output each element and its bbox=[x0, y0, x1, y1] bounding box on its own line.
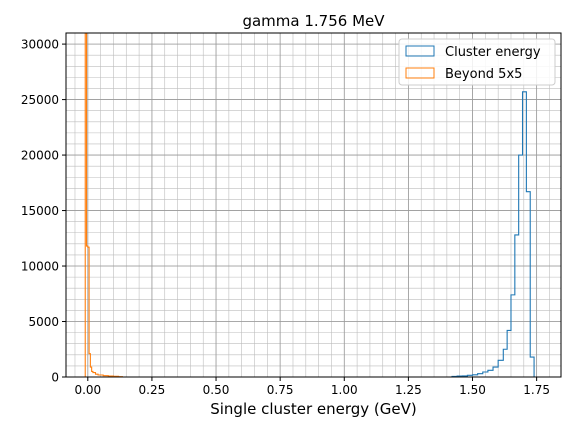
y-tick-label: 5000 bbox=[28, 315, 59, 329]
y-tick-label: 0 bbox=[51, 371, 59, 385]
x-tick-label: 1.75 bbox=[523, 383, 550, 397]
x-tick-label: 1.50 bbox=[459, 383, 486, 397]
legend-box bbox=[398, 38, 556, 86]
series-cluster-energy bbox=[446, 91, 538, 377]
legend-label-cluster-energy: Cluster energy bbox=[445, 45, 541, 60]
y-tick-label: 25000 bbox=[21, 93, 59, 107]
x-tick-label: 0.50 bbox=[203, 383, 230, 397]
y-tick-label: 30000 bbox=[21, 38, 59, 52]
legend: Cluster energy Beyond 5x5 bbox=[398, 38, 556, 86]
y-tick-label: 15000 bbox=[21, 204, 59, 218]
chart-title: gamma 1.756 MeV bbox=[242, 12, 385, 30]
x-axis-label: Single cluster energy (GeV) bbox=[210, 400, 417, 418]
x-tick-label: 1.00 bbox=[331, 383, 358, 397]
histogram-outline-cluster-energy bbox=[446, 91, 538, 377]
series-beyond-5x5 bbox=[84, 33, 123, 377]
x-tick-label: 0.00 bbox=[74, 383, 101, 397]
x-tick-label: 0.75 bbox=[267, 383, 294, 397]
y-tick-label: 20000 bbox=[21, 149, 59, 163]
legend-swatch-cluster-energy bbox=[405, 45, 435, 57]
histogram-outline-beyond-5x5 bbox=[84, 33, 123, 377]
y-tick-label: 10000 bbox=[21, 260, 59, 274]
legend-swatch-beyond-5x5 bbox=[405, 67, 435, 79]
x-tick-label: 1.25 bbox=[395, 383, 422, 397]
legend-label-beyond-5x5: Beyond 5x5 bbox=[445, 67, 522, 82]
x-tick-label: 0.25 bbox=[139, 383, 166, 397]
plot-frame bbox=[65, 32, 562, 378]
